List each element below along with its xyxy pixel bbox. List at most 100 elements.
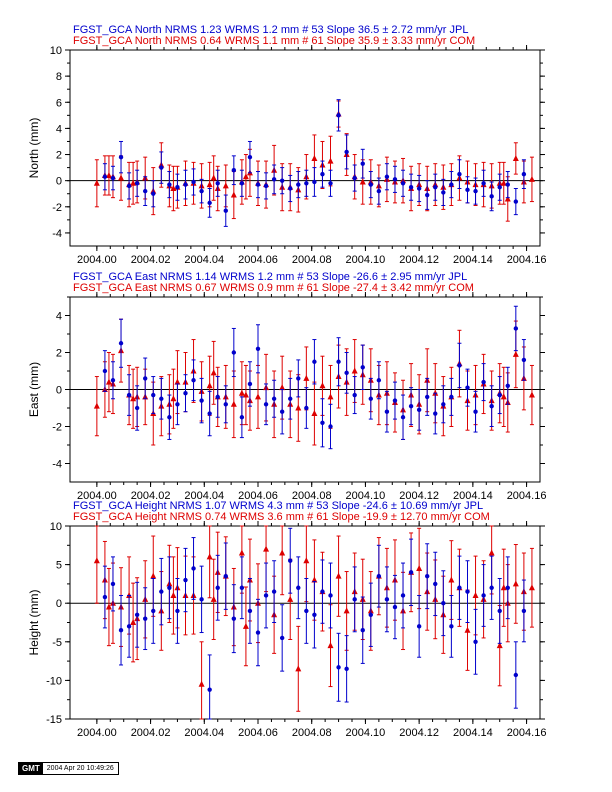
data-point <box>352 175 357 181</box>
panel-header-line: FGST_GCA North NRMS 0.64 WRMS 1.1 mm # 6… <box>73 35 475 47</box>
x-tick-label: 2004.10 <box>346 254 386 266</box>
data-point <box>320 420 325 425</box>
data-point <box>159 165 164 170</box>
panel-header-line: FGST_GCA East NRMS 0.67 WRMS 0.9 mm # 61… <box>73 282 474 294</box>
data-point <box>311 410 318 417</box>
data-point <box>230 400 237 407</box>
data-point <box>416 407 422 413</box>
data-point <box>134 612 140 617</box>
data-point <box>102 174 108 179</box>
y-tick-label: 2 <box>56 150 62 162</box>
data-point <box>360 161 365 166</box>
panel-header-line: FGST_GCA Height NRMS 0.74 WRMS 3.6 mm # … <box>73 511 490 523</box>
data-point <box>255 393 261 400</box>
data-point <box>255 346 261 351</box>
series-jpl <box>102 99 527 227</box>
data-point <box>167 415 172 420</box>
data-point <box>449 394 454 400</box>
x-tick-label: 2004.06 <box>238 727 278 739</box>
data-point <box>303 374 310 381</box>
data-point <box>263 545 270 552</box>
y-axis-label: East (mm) <box>27 362 41 417</box>
data-point <box>199 597 204 602</box>
data-point <box>279 549 286 556</box>
plot-frame <box>69 525 541 720</box>
x-tick-label: 2004.16 <box>507 727 547 739</box>
data-point <box>110 581 116 587</box>
data-point <box>521 171 527 177</box>
data-point <box>242 622 249 629</box>
y-axis-label: Height (mm) <box>27 589 41 655</box>
data-point <box>344 370 349 376</box>
chart-panel-1: FGST_GCA North NRMS 1.23 WRMS 1.2 mm # 5… <box>27 24 546 266</box>
data-point <box>231 616 237 621</box>
x-tick-label: 2004.12 <box>399 727 439 739</box>
x-tick-label: 2004.04 <box>184 727 224 739</box>
y-tick-label: 5 <box>56 560 62 572</box>
data-point <box>500 179 507 186</box>
data-point <box>465 385 470 390</box>
data-point <box>473 188 478 194</box>
y-tick-label: 0 <box>56 385 62 397</box>
data-point <box>199 188 204 194</box>
data-point <box>457 363 462 368</box>
x-tick-label: 2004.00 <box>77 254 117 266</box>
y-tick-label: 4 <box>56 123 62 135</box>
x-tick-label: 2004.08 <box>292 254 332 266</box>
data-point <box>360 365 365 370</box>
data-point <box>210 174 217 181</box>
y-tick-label: -5 <box>52 637 62 649</box>
data-point <box>174 378 181 385</box>
data-point <box>336 665 341 670</box>
y-tick-label: 2 <box>56 348 62 360</box>
y-tick-label: 8 <box>56 71 62 83</box>
data-point <box>481 379 486 385</box>
data-point <box>343 607 350 614</box>
data-point <box>247 608 253 614</box>
y-tick-label: 0 <box>56 176 62 188</box>
data-point <box>433 185 438 190</box>
data-point <box>223 208 228 213</box>
data-point <box>400 415 406 420</box>
data-point <box>303 557 310 564</box>
data-point <box>118 341 124 346</box>
data-point <box>344 666 349 672</box>
data-point <box>175 402 180 407</box>
data-point <box>489 194 494 199</box>
data-point <box>500 584 507 591</box>
data-point <box>150 572 157 579</box>
x-tick-label: 2004.14 <box>453 490 493 502</box>
data-point <box>327 642 334 649</box>
data-point <box>488 549 495 556</box>
data-point <box>376 188 382 194</box>
x-tick-label: 2004.12 <box>399 254 439 266</box>
data-point <box>215 585 220 590</box>
data-point <box>93 179 100 186</box>
data-point <box>279 409 285 414</box>
data-point <box>408 570 414 575</box>
data-point <box>336 359 341 364</box>
data-point <box>263 402 269 407</box>
y-tick-label: -2 <box>52 202 62 214</box>
data-point <box>505 585 510 590</box>
data-point <box>512 350 519 357</box>
plot-frame <box>69 49 541 247</box>
data-point <box>513 326 519 331</box>
x-tick-label: 2004.02 <box>131 727 171 739</box>
data-point <box>304 405 309 411</box>
data-point <box>93 402 100 409</box>
data-point <box>512 154 519 161</box>
data-point <box>368 612 373 617</box>
data-point <box>351 367 358 374</box>
x-tick-label: 2004.02 <box>131 254 171 266</box>
data-point <box>231 350 237 355</box>
data-point <box>159 589 164 594</box>
data-point <box>352 392 357 398</box>
x-tick-label: 2004.02 <box>131 490 171 502</box>
data-point <box>296 182 301 187</box>
x-tick-label: 2004.16 <box>507 254 547 266</box>
data-point <box>151 392 156 398</box>
data-point <box>376 378 382 383</box>
data-point <box>263 183 269 189</box>
